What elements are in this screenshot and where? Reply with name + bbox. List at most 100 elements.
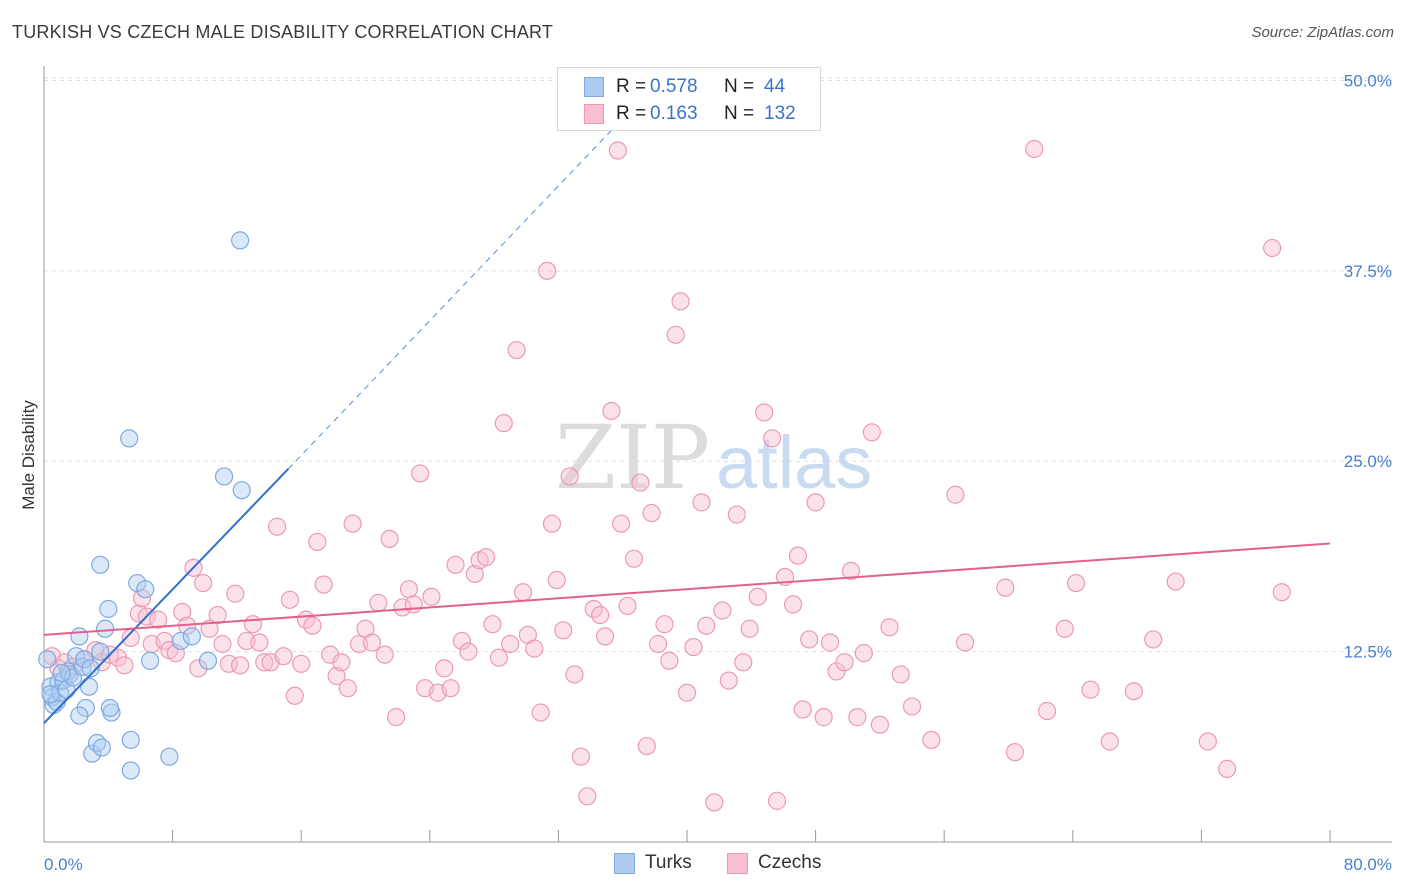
legend-r-value: 0.578 [650, 76, 698, 97]
point-czechs [637, 736, 656, 756]
tick-labels: 12.5% 25.0% 37.5% 50.0% 0.0% 80.0% [44, 71, 1392, 874]
trend-line-turks-extension [287, 118, 624, 470]
point-turks [41, 685, 60, 704]
point-czechs [806, 493, 825, 512]
point-czechs [608, 141, 627, 160]
point-czechs [793, 700, 812, 719]
point-turks [182, 627, 201, 646]
point-turks [92, 738, 111, 757]
point-czechs [618, 596, 637, 616]
y-axis-label: Male Disability [19, 400, 38, 510]
point-czechs [655, 615, 674, 634]
point-czechs [1144, 630, 1163, 649]
point-czechs [267, 517, 287, 536]
point-czechs [684, 637, 703, 657]
point-czechs [308, 532, 327, 552]
point-czechs [338, 679, 357, 698]
point-czechs [149, 610, 168, 629]
point-czechs [578, 787, 597, 806]
point-czechs [611, 514, 631, 533]
point-czechs [642, 503, 661, 523]
point-czechs [814, 708, 833, 727]
point-czechs [748, 587, 767, 606]
legend-swatch-czechs [584, 104, 604, 124]
point-czechs [1166, 572, 1185, 591]
source-label: Source: ZipAtlas.com [1251, 24, 1394, 41]
point-czechs [327, 666, 346, 686]
point-czechs [1100, 732, 1119, 751]
point-czechs [560, 467, 579, 486]
point-turks [91, 555, 110, 574]
bottom-legend-swatch-turks [614, 852, 635, 874]
bottom-legend-turks: Turks [614, 852, 692, 874]
point-czechs [719, 671, 738, 690]
point-turks [52, 663, 71, 683]
y-tick-label: 12.5% [1344, 643, 1392, 662]
point-turks [79, 677, 99, 696]
point-czechs [200, 619, 219, 638]
legend: R = 0.578 N = 44 R = 0.163 N = 132 [557, 67, 821, 131]
point-czechs [375, 645, 394, 664]
point-turks [76, 698, 95, 718]
point-czechs [713, 601, 732, 620]
point-czechs [280, 590, 300, 609]
point-czechs [250, 633, 269, 652]
point-turks [140, 651, 160, 670]
point-turks [232, 481, 251, 500]
point-czechs [1025, 139, 1044, 159]
point-czechs [404, 595, 423, 614]
legend-row-czechs: R = 0.163 N = 132 [584, 101, 796, 127]
point-czechs [226, 584, 245, 603]
point-czechs [155, 631, 174, 651]
point-czechs [115, 656, 134, 675]
point-czechs [452, 631, 472, 651]
point-czechs [386, 708, 406, 727]
point-czechs [255, 653, 274, 672]
watermark: ZIP atlas [555, 406, 872, 509]
point-czechs [494, 414, 513, 433]
point-czechs [727, 505, 746, 524]
point-czechs [870, 715, 890, 734]
point-czechs [369, 593, 388, 612]
point-czechs [660, 651, 679, 670]
point-turks [99, 599, 118, 619]
point-turks [38, 650, 57, 669]
point-czechs [292, 654, 311, 673]
point-czechs [1272, 583, 1291, 602]
axes [43, 66, 1392, 843]
y-tick-label: 25.0% [1344, 452, 1392, 471]
legend-swatch-turks [584, 77, 604, 97]
point-czechs [946, 485, 965, 504]
x-tick-label: 80.0% [1344, 855, 1392, 874]
watermark-atlas: atlas [716, 421, 872, 504]
point-czechs [399, 580, 419, 599]
grid-lines [44, 77, 1392, 653]
point-czechs [648, 634, 668, 654]
point-turks [81, 659, 100, 678]
point-czechs [835, 653, 854, 672]
point-czechs [1055, 619, 1074, 638]
point-czechs [332, 653, 351, 672]
point-czechs [538, 261, 557, 280]
legend-r-label: R = [616, 103, 647, 124]
point-czechs [902, 697, 922, 716]
point-czechs [763, 429, 782, 448]
point-czechs [446, 555, 465, 574]
point-czechs [1081, 680, 1100, 699]
point-czechs [996, 578, 1015, 597]
point-turks [95, 619, 115, 638]
point-czechs [501, 634, 520, 654]
point-czechs [489, 648, 509, 667]
point-czechs [507, 340, 526, 360]
point-czechs [922, 730, 941, 750]
point-czechs [343, 514, 362, 533]
point-czechs [547, 570, 566, 590]
point-czechs [231, 656, 250, 675]
point-czechs [483, 615, 502, 634]
point-czechs [422, 587, 441, 606]
point-czechs [591, 605, 610, 625]
legend-n-value: 132 [764, 103, 796, 124]
point-czechs [1124, 682, 1143, 701]
bottom-legend-label-turks: Turks [645, 852, 692, 873]
